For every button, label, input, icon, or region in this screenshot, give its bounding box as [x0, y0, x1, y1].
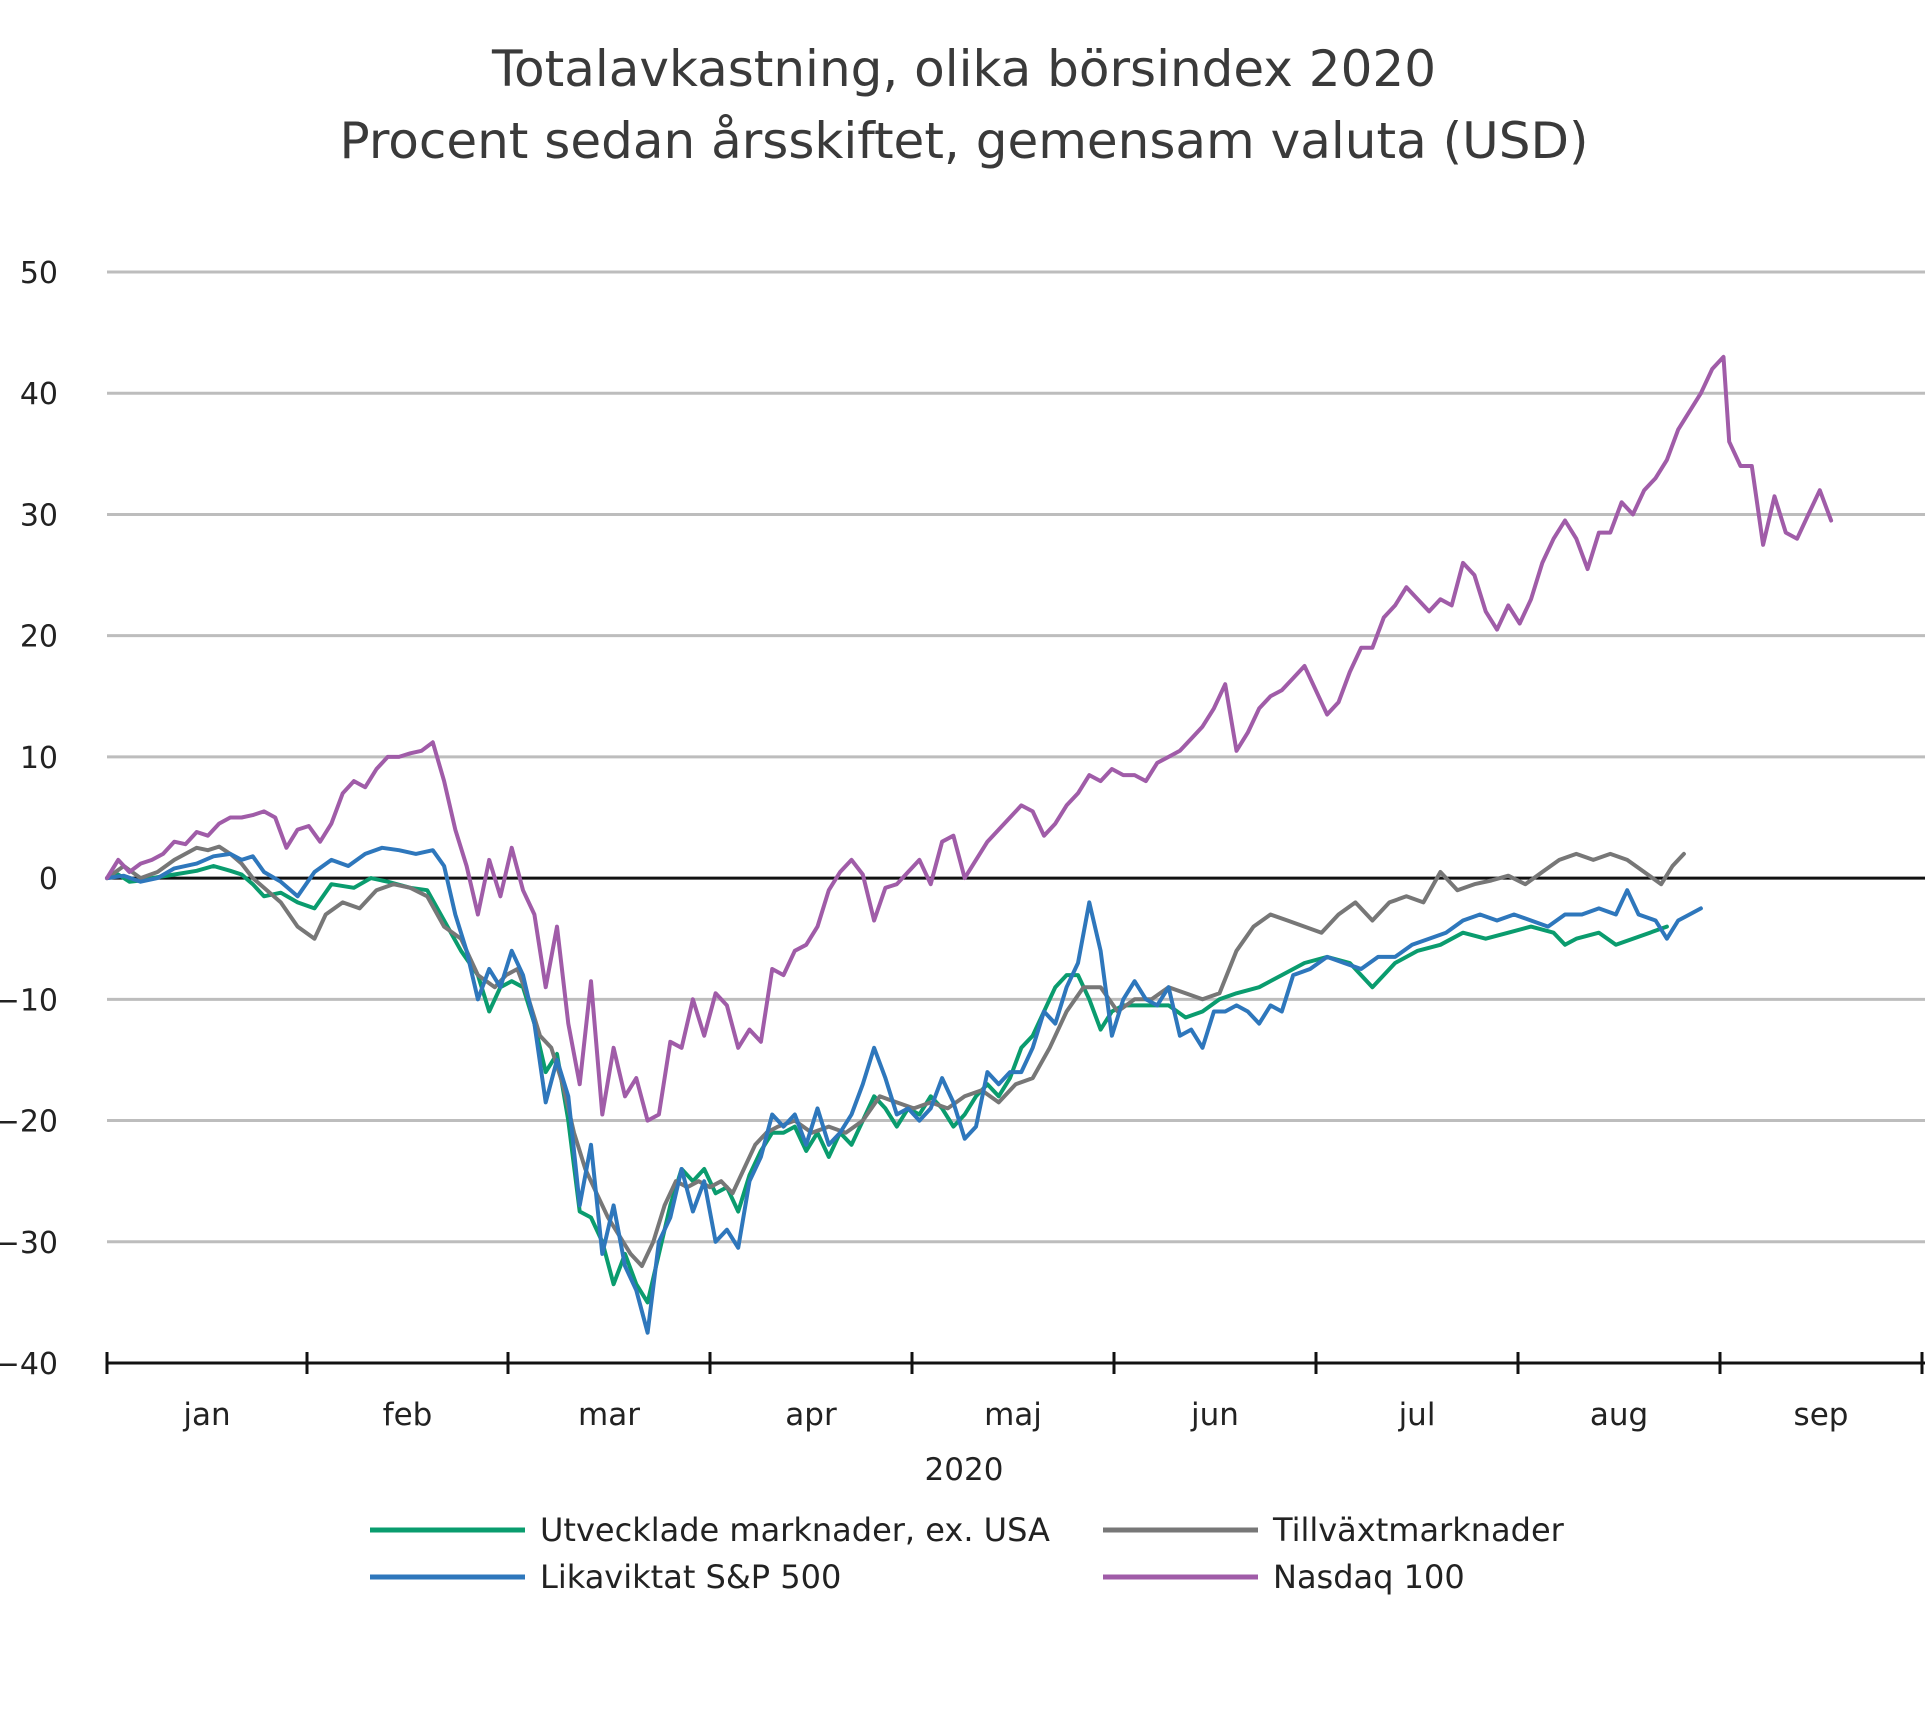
- x-tick-label: apr: [785, 1397, 837, 1433]
- y-tick-label: −10: [0, 983, 58, 1018]
- y-tick-label: 40: [20, 377, 58, 412]
- legend-label: Tillväxtmarknader: [1272, 1511, 1565, 1549]
- x-axis-label: 2020: [925, 1452, 1004, 1488]
- x-tick-label: aug: [1590, 1397, 1648, 1433]
- series-line-1: [105, 864, 1669, 1305]
- y-tick-label: −20: [0, 1105, 58, 1140]
- x-tick-label: feb: [383, 1397, 433, 1433]
- series-line-4: [105, 354, 1834, 1123]
- y-tick-label: −30: [0, 1226, 58, 1261]
- x-tick-label: jan: [182, 1397, 230, 1433]
- legend: Utvecklade marknader, ex. USA Tillväxtmar…: [370, 1511, 1565, 1596]
- series-line-2: [105, 844, 1686, 1268]
- x-tick-label: mar: [578, 1397, 640, 1433]
- chart-title: Totalavkastning, olika börsindex 2020: [491, 40, 1436, 98]
- chart-subtitle: Procent sedan årsskiftet, gemensam valut…: [340, 112, 1589, 170]
- y-tick-label: −40: [0, 1347, 58, 1382]
- x-tick-label: sep: [1794, 1397, 1849, 1433]
- x-tick-label: jul: [1398, 1397, 1436, 1433]
- y-tick-labels: 50 40 30 20 10 0 −10 −20 −30 −40: [0, 256, 58, 1382]
- x-tick-label: jun: [1190, 1397, 1239, 1433]
- x-tick-label: maj: [984, 1397, 1042, 1433]
- y-tick-label: 10: [20, 741, 58, 776]
- series-lines: [105, 354, 1834, 1335]
- legend-label: Nasdaq 100: [1273, 1558, 1465, 1596]
- y-tick-label: 20: [20, 620, 58, 655]
- y-tick-label: 0: [39, 862, 58, 897]
- series-line-3: [105, 845, 1703, 1335]
- legend-label: Utvecklade marknader, ex. USA: [540, 1511, 1050, 1549]
- y-tick-label: 50: [20, 256, 58, 291]
- y-tick-label: 30: [20, 498, 58, 533]
- legend-label: Likaviktat S&P 500: [540, 1558, 841, 1596]
- x-axis: jan feb mar apr maj jun jul aug sep: [105, 1352, 1925, 1433]
- grid-lines: [107, 270, 1925, 1244]
